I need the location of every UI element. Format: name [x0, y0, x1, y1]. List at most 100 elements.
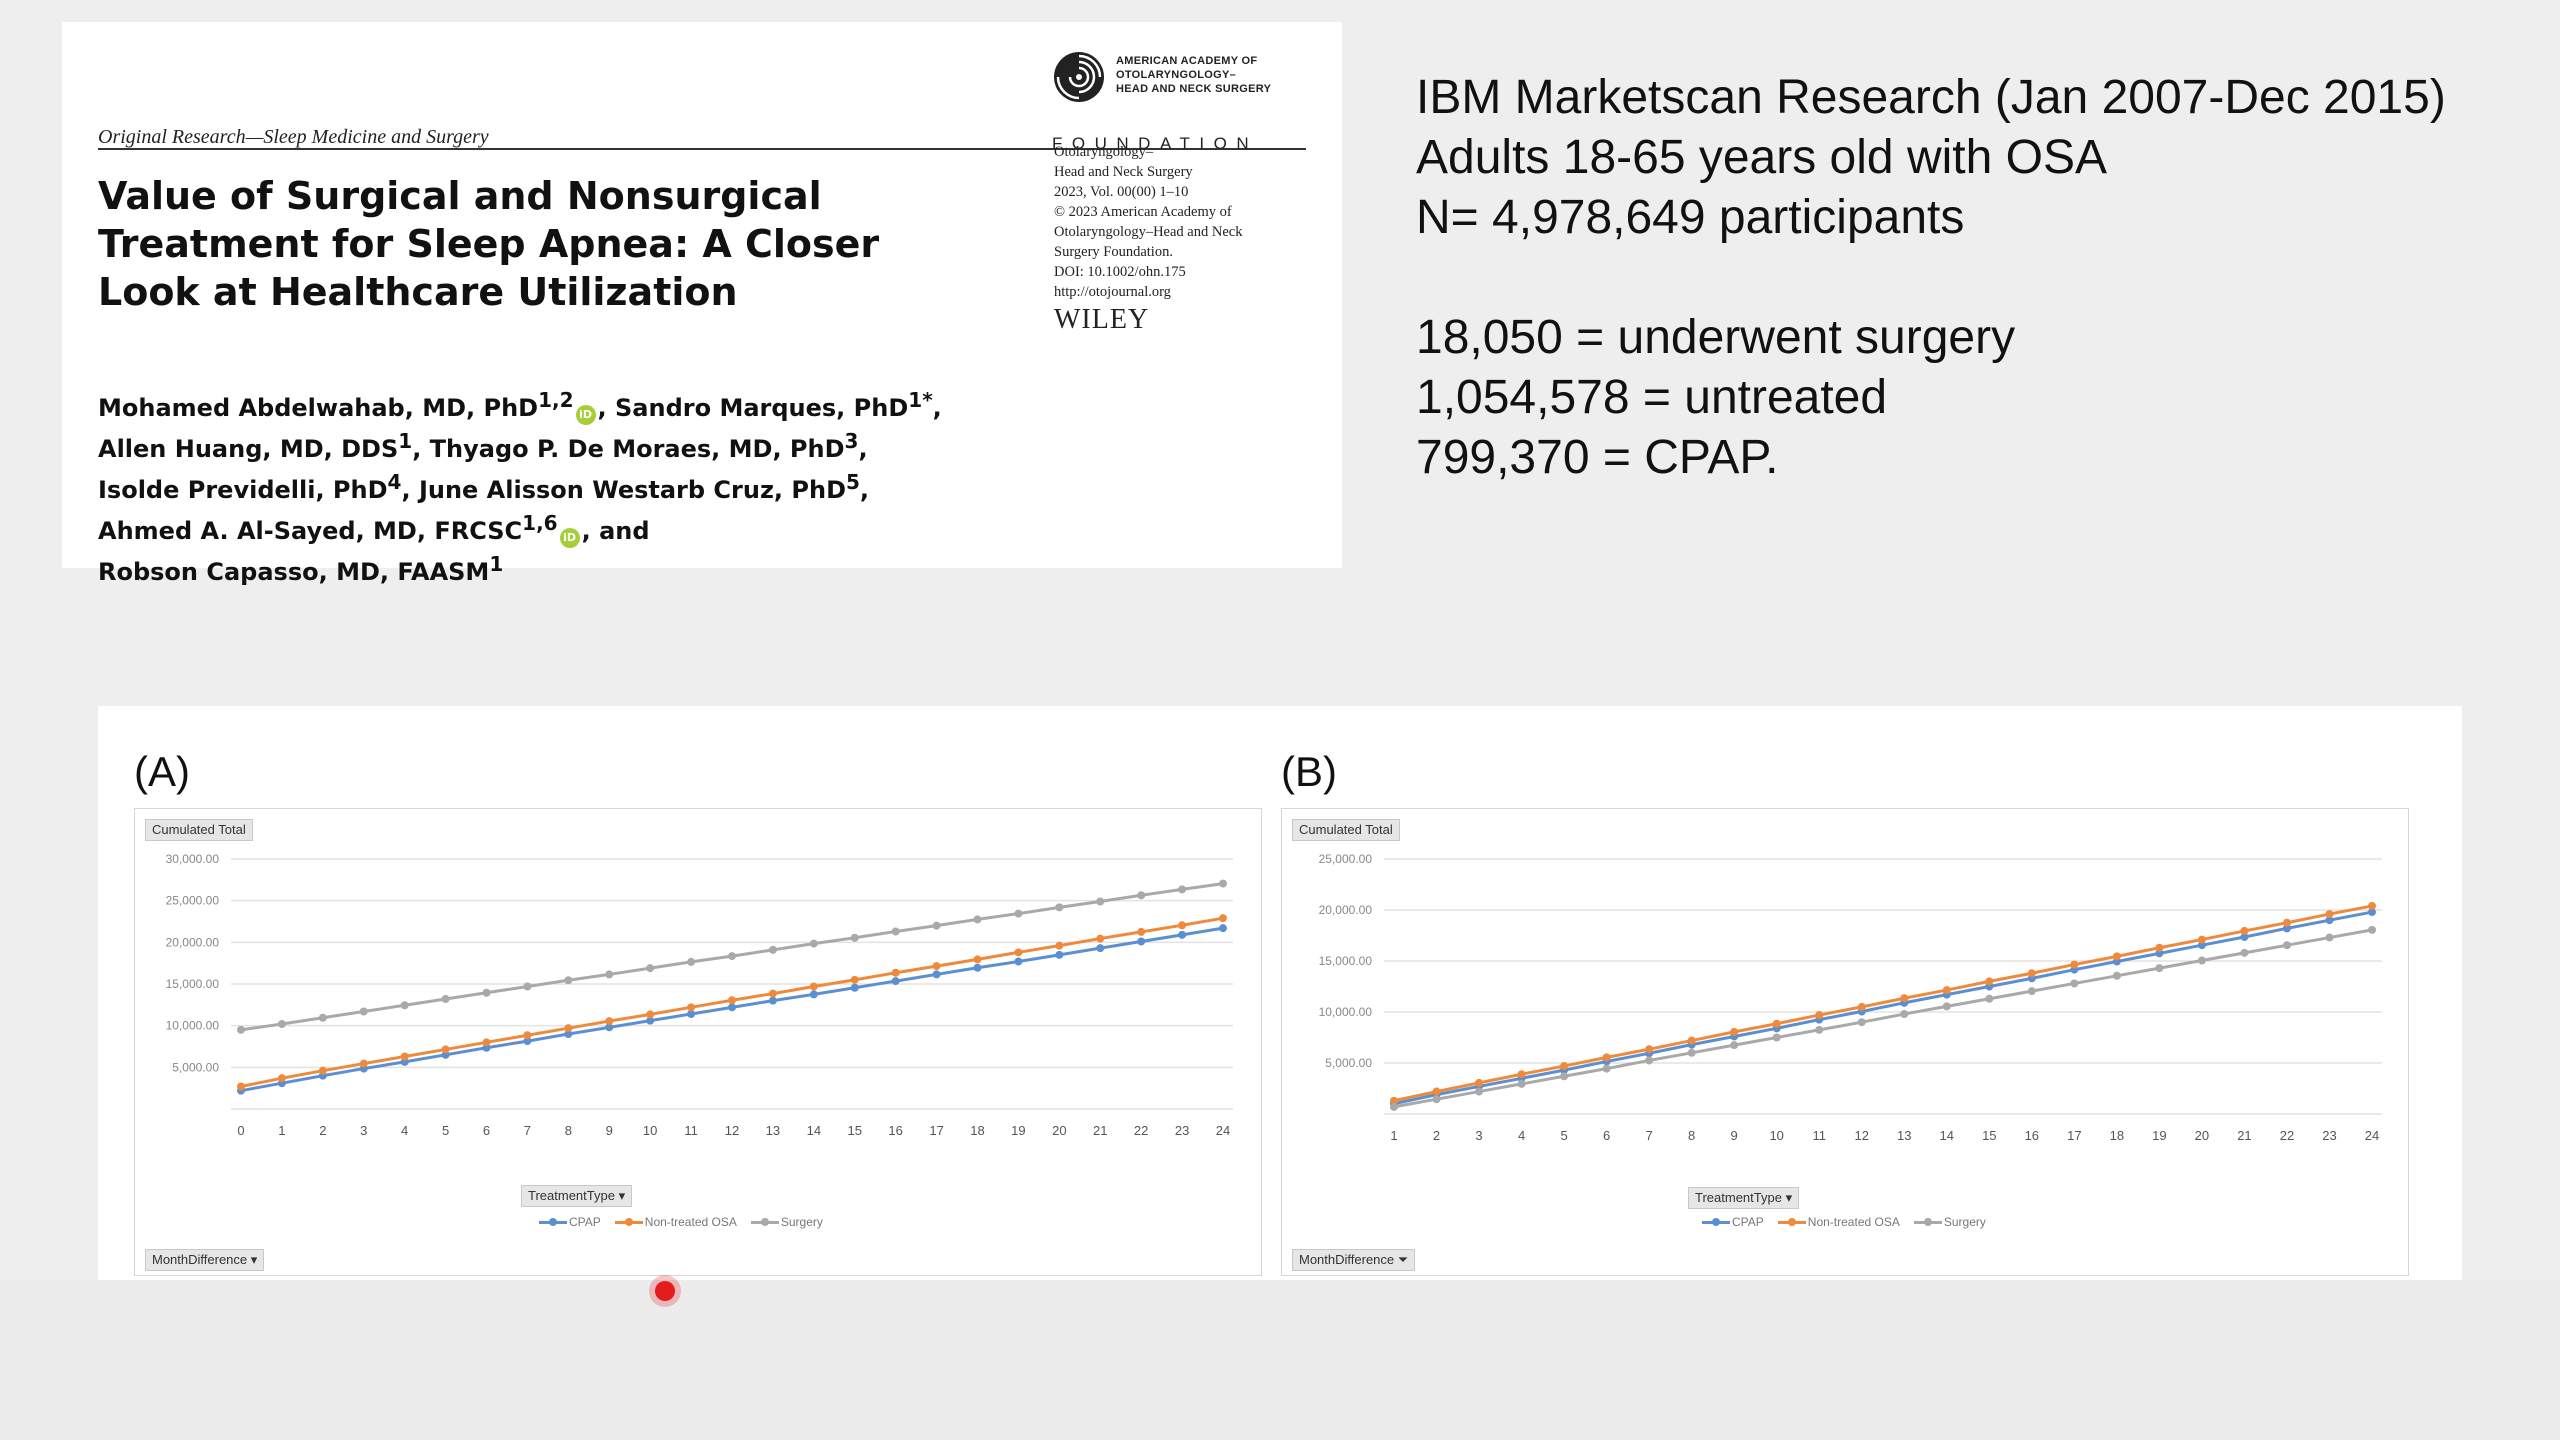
data-point: [1857, 1018, 1866, 1027]
orcid-icon[interactable]: iD: [575, 405, 596, 425]
data-point: [1900, 994, 1909, 1003]
x-tick-label: 1: [1390, 1128, 1397, 1143]
x-tick-label: 5: [1560, 1128, 1567, 1143]
data-point: [482, 1038, 491, 1047]
data-point: [237, 1025, 245, 1034]
filter-icon: ⏷: [1397, 1252, 1409, 1267]
field-button-cumulated-total[interactable]: Cumulated Total: [145, 819, 253, 841]
y-tick-label: 5,000.00: [172, 1060, 219, 1074]
x-tick-label: 9: [1731, 1128, 1738, 1143]
affiliation-sup: 1,6: [522, 511, 558, 535]
data-point: [2197, 941, 2206, 950]
affiliation-sup: 1: [489, 552, 504, 576]
axis-field-button[interactable]: MonthDifference ⏷: [1292, 1249, 1416, 1271]
data-point: [605, 970, 614, 979]
data-point: [441, 1045, 450, 1054]
data-point: [2282, 941, 2291, 950]
data-point: [1900, 1010, 1909, 1019]
data-point: [1137, 927, 1146, 936]
data-point: [728, 952, 736, 961]
x-tick-label: 23: [1175, 1123, 1189, 1138]
field-button-cumulated-total[interactable]: Cumulated Total: [1292, 819, 1400, 841]
data-point: [237, 1082, 245, 1091]
legend-swatch: [1777, 1218, 1806, 1227]
data-point: [1475, 1078, 1484, 1087]
data-point: [728, 1003, 736, 1012]
data-point: [1432, 1095, 1441, 1104]
x-tick-label: 6: [483, 1123, 490, 1138]
logo-org-line: HEAD AND NECK SURGERY: [1116, 83, 1272, 95]
data-point: [2240, 948, 2249, 957]
data-point: [1390, 1096, 1398, 1105]
x-tick-label: 11: [1812, 1128, 1826, 1143]
pivot-chart-a[interactable]: 5,000.00 10,000.00 15,000.00 20,000.00 25,00…: [134, 808, 1262, 1301]
aao-hns-foundation-logo: AMERICAN ACADEMY OF OTOLARYNGOLOGY– HEAD…: [1052, 50, 1282, 153]
data-point: [1178, 885, 1187, 894]
x-tick-label: 22: [1134, 1123, 1148, 1138]
data-point: [1815, 1011, 1824, 1020]
x-tick-label: 13: [1897, 1128, 1911, 1143]
axis-field-button[interactable]: MonthDifference ▾: [145, 1249, 265, 1271]
x-tick-label: 6: [1603, 1128, 1610, 1143]
section-label: Original Research—Sleep Medicine and Sur…: [98, 126, 489, 148]
author-name: June Alisson Westarb Cruz, PhD: [418, 476, 846, 504]
author-separator: ,: [412, 435, 430, 463]
study-summary: IBM Marketscan Research (Jan 2007-Dec 20…: [1416, 68, 2536, 488]
x-tick-label: 11: [684, 1123, 698, 1138]
legend-swatch: [750, 1218, 779, 1227]
data-point: [2325, 933, 2334, 942]
data-point: [2282, 924, 2291, 933]
swirl-logo-icon: [1054, 52, 1104, 102]
x-tick-label: 14: [807, 1123, 821, 1138]
chart-legend: CPAP Non-treated OSA Surgery: [1702, 1215, 2000, 1229]
legend-swatch: [614, 1218, 643, 1227]
x-tick-label: 9: [606, 1123, 613, 1138]
data-point: [1772, 1033, 1781, 1042]
data-point: [1772, 1019, 1781, 1028]
x-tick-label: 17: [2067, 1128, 2081, 1143]
author-separator: , and: [581, 517, 650, 545]
data-point: [1178, 930, 1187, 939]
affiliation-sup: 4: [387, 470, 402, 494]
x-tick-label: 7: [1646, 1128, 1653, 1143]
data-point: [809, 982, 818, 991]
charts-panel: (A) (B) 5,000.00 10,000.00 15,000.00 20,000…: [98, 706, 2462, 1301]
legend-field-button[interactable]: TreatmentType ▾: [1688, 1187, 1800, 1209]
data-point: [973, 955, 982, 964]
journal-rule: Original Research—Sleep Medicine and Sur…: [98, 104, 1306, 150]
data-point: [2197, 956, 2206, 965]
series-line-surgery: [1393, 928, 2373, 1109]
axis-field-label: MonthDifference: [1299, 1252, 1395, 1267]
data-point: [932, 962, 941, 971]
data-point: [2368, 908, 2376, 917]
data-point: [2070, 979, 2079, 988]
legend-label: Non-treated OSA: [644, 1215, 737, 1229]
data-point: [1219, 914, 1227, 923]
data-point: [1730, 1041, 1739, 1050]
y-tick-label: 25,000.00: [1319, 852, 1373, 866]
logo-org-text: AMERICAN ACADEMY OF OTOLARYNGOLOGY– HEAD…: [1116, 54, 1291, 96]
panel-label-a: (A): [134, 748, 190, 795]
legend-item: Non-treated OSA: [614, 1215, 737, 1229]
legend-field-button[interactable]: TreatmentType ▾: [521, 1185, 633, 1207]
meta-line: Otolaryngology–Head and Neck: [1054, 224, 1243, 240]
orcid-icon[interactable]: iD: [559, 528, 580, 548]
data-point: [687, 1003, 696, 1012]
legend-swatch: [1702, 1218, 1730, 1227]
data-point: [2155, 943, 2164, 952]
data-point: [318, 1066, 327, 1075]
author-separator: ,: [597, 394, 616, 422]
author-separator: ,: [932, 394, 942, 422]
data-point: [564, 1030, 573, 1038]
data-point: [605, 1017, 614, 1026]
pivot-chart-b[interactable]: 5,000.00 10,000.00 15,000.00 20,000.00 25,00…: [1281, 808, 2409, 1276]
x-tick-label: 2: [1433, 1128, 1440, 1143]
data-point: [1055, 903, 1064, 912]
author-name: Ahmed A. Al-Sayed, MD, FRCSC: [98, 517, 523, 545]
legend-item: CPAP: [1702, 1215, 1764, 1229]
x-tick-label: 0: [237, 1123, 244, 1138]
y-tick-label: 15,000.00: [1319, 954, 1373, 968]
x-tick-label: 21: [2237, 1128, 2251, 1143]
meta-line: Otolaryngology–: [1054, 144, 1154, 160]
legend-label: Surgery: [1943, 1215, 1986, 1229]
